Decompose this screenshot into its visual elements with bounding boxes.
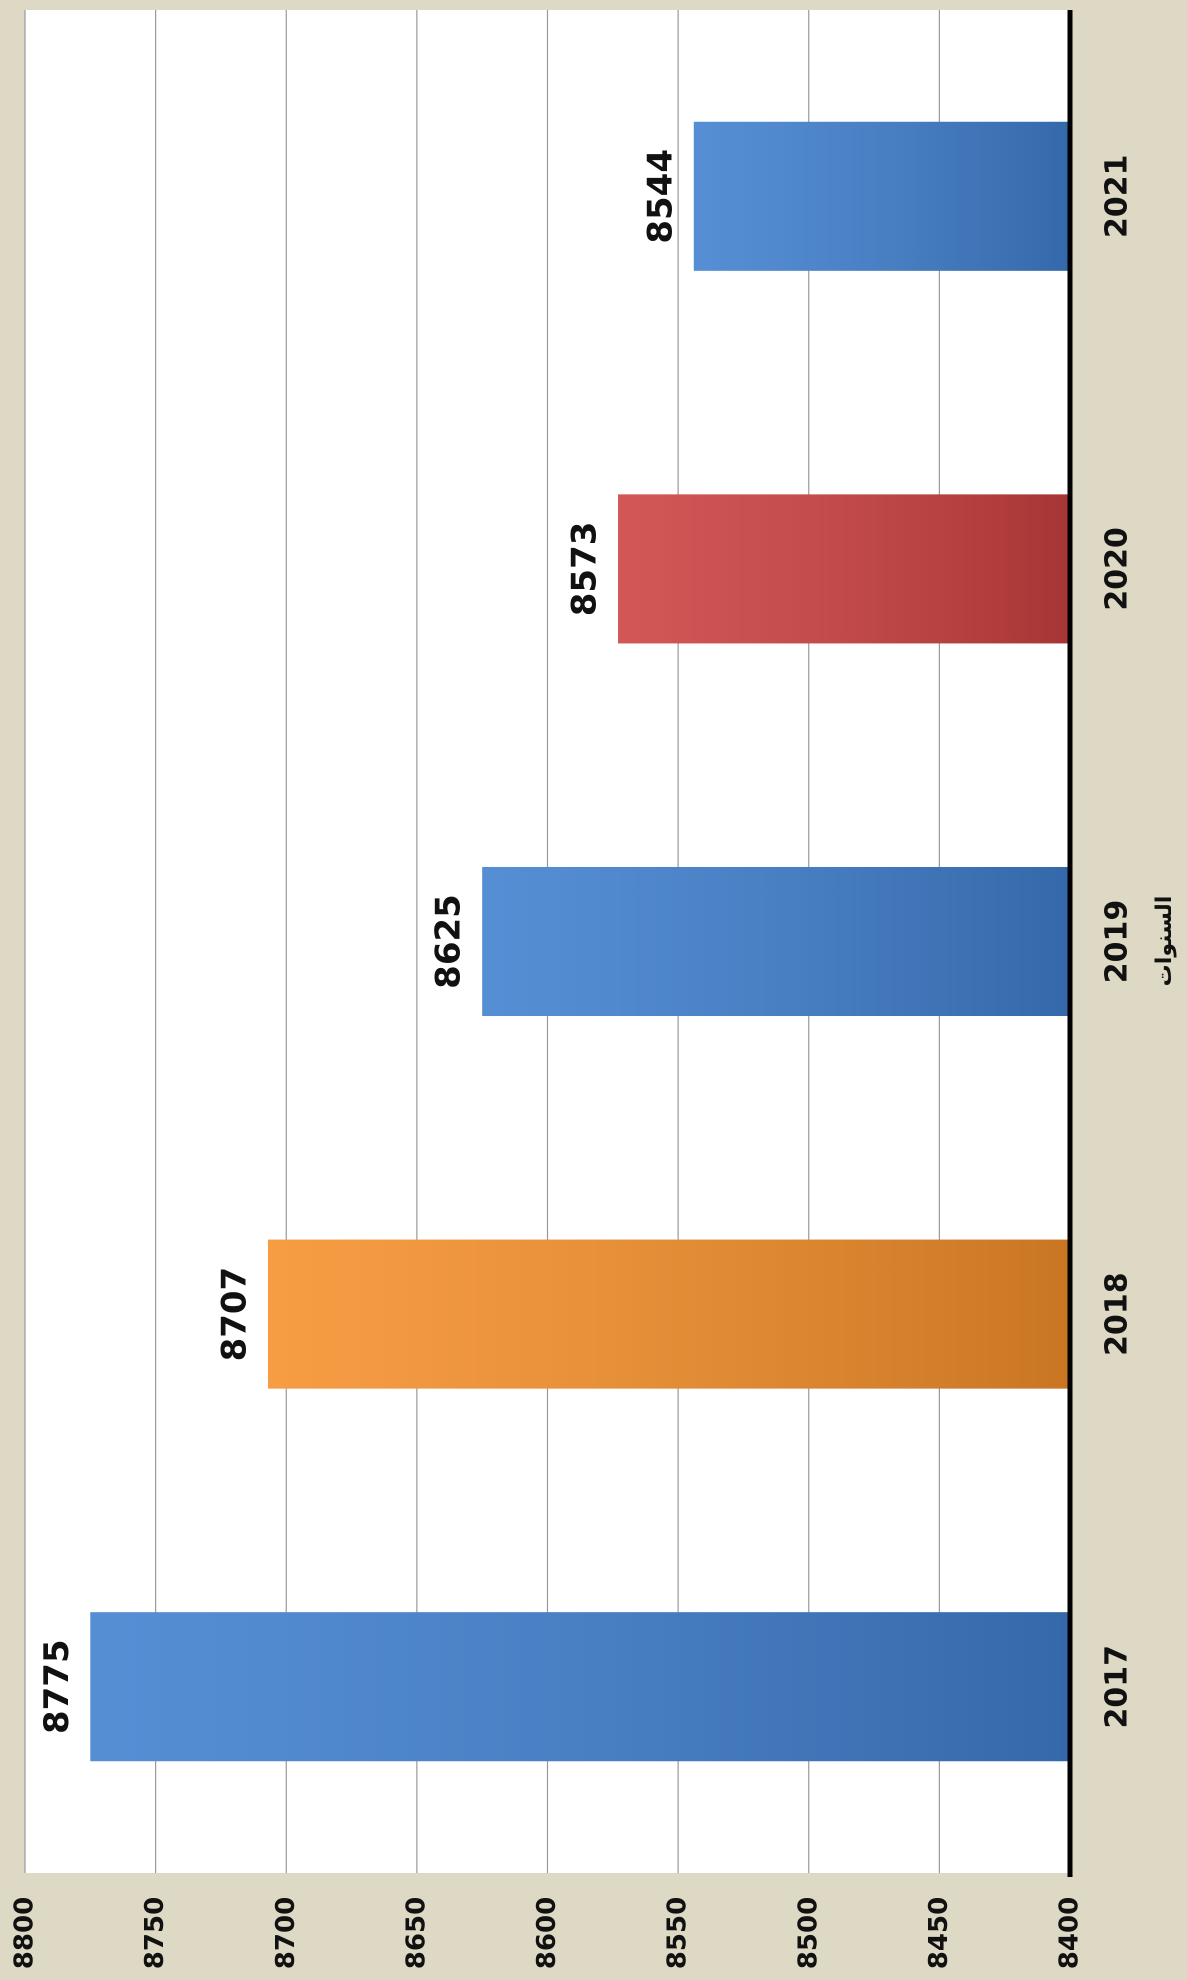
- y-tick-label: 8500: [793, 1897, 823, 1969]
- x-tick-label: 2018: [1100, 1272, 1135, 1356]
- value-label: 8707: [214, 1267, 254, 1362]
- x-axis-title: السنوات: [1152, 896, 1177, 987]
- x-tick-label: 2019: [1100, 900, 1135, 984]
- bar: [482, 866, 1070, 1017]
- value-label: 8625: [429, 894, 469, 989]
- x-tick-label: 2020: [1100, 527, 1135, 611]
- y-tick-label: 8550: [663, 1897, 693, 1969]
- y-tick-label: 8800: [10, 1897, 40, 1969]
- y-tick-label: 8650: [401, 1897, 431, 1969]
- y-tick-label: 8700: [271, 1897, 301, 1969]
- bar: [267, 1239, 1070, 1389]
- bar: [90, 1612, 1070, 1762]
- x-tick-label: 2021: [1100, 155, 1135, 239]
- value-label: 8775: [37, 1639, 77, 1734]
- x-tick-label: 2017: [1100, 1645, 1135, 1729]
- value-label: 8544: [640, 149, 680, 244]
- bar: [618, 494, 1070, 644]
- y-tick-label: 8450: [924, 1897, 954, 1969]
- y-tick-label: 8750: [140, 1897, 170, 1969]
- bar: [693, 121, 1070, 271]
- y-tick-label: 8400: [1055, 1897, 1085, 1969]
- y-tick-label: 8600: [532, 1897, 562, 1969]
- value-label: 8573: [565, 522, 605, 617]
